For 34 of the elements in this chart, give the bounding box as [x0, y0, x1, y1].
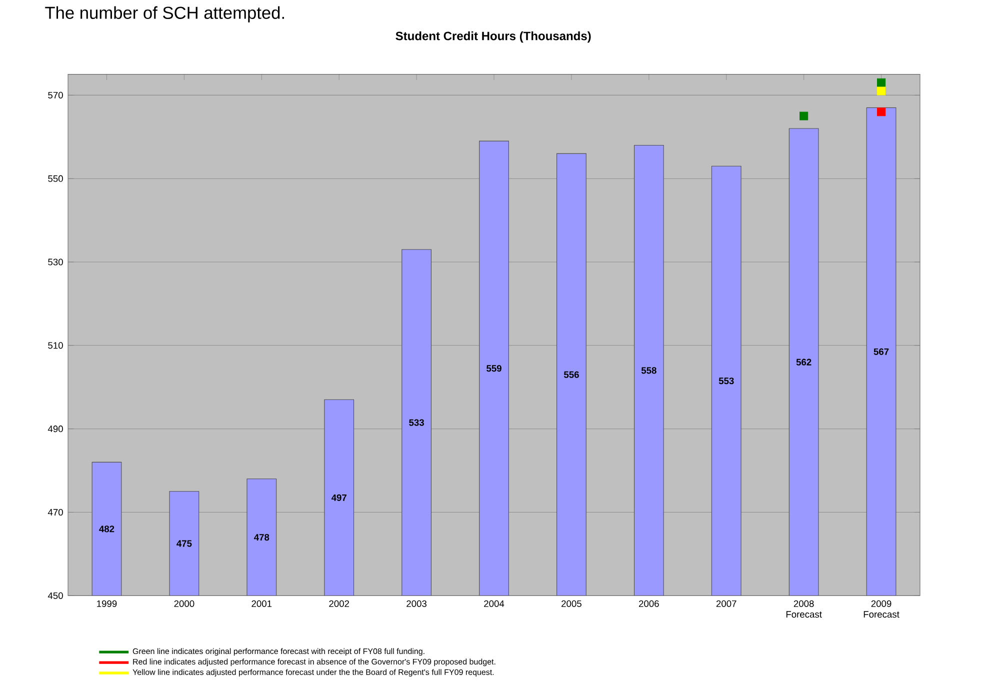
legend-label: Yellow line indicates adjusted performance forecast under the the Board of Regent's full FY09 request.: [132, 668, 494, 676]
x-tick-label: 1999: [97, 600, 117, 607]
data-label: 562: [796, 358, 812, 366]
x-tick-label: 2005: [562, 600, 582, 607]
x-tick-label: 2001: [252, 600, 272, 607]
x-tick-label: 2000: [174, 600, 194, 607]
x-tick-label: 2008 Forecast: [786, 600, 822, 618]
y-tick-label: 570: [48, 92, 63, 98]
x-tick-label: 2009 Forecast: [864, 600, 900, 618]
data-label: 478: [254, 534, 270, 540]
x-tick-label: 2002: [329, 600, 350, 607]
y-tick-label: 530: [48, 258, 63, 266]
data-label: 567: [874, 348, 889, 355]
x-tick-label: 2007: [716, 600, 736, 607]
data-label: 533: [409, 419, 424, 426]
data-label: 475: [176, 540, 192, 547]
data-label: 482: [99, 526, 114, 532]
x-tick-label: 2006: [638, 600, 659, 607]
text: The number of SCH attempted.: [45, 6, 284, 22]
chart-title: Student Credit Hours (Thousands): [396, 31, 591, 42]
x-tick-label: 2003: [406, 600, 427, 607]
y-tick-label: 470: [48, 508, 63, 516]
x-tick-label: 2004: [484, 600, 504, 607]
y-tick-label: 510: [48, 342, 63, 349]
data-label: 553: [718, 377, 734, 384]
data-label: 559: [486, 364, 502, 372]
y-tick-label: 490: [48, 425, 63, 432]
data-label: 497: [331, 494, 346, 501]
data-label: 558: [641, 367, 656, 374]
data-label: 556: [564, 371, 579, 378]
y-tick-label: 550: [48, 175, 63, 182]
legend-label: Red line indicates adjusted performance forecast in absence of the Governor's FY09 proposed budget.: [133, 658, 496, 666]
y-tick-label: 450: [48, 592, 63, 599]
legend-label: Green line indicates original performance forecast with receipt of FY08 full funding.: [132, 648, 424, 656]
